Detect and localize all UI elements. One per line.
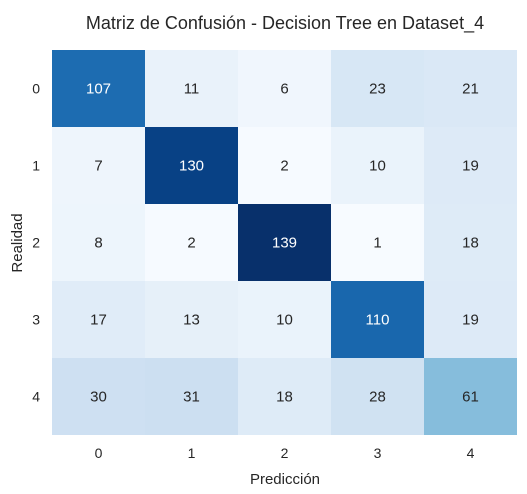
heatmap-cell-label-r4-c1: 31 [183, 389, 200, 406]
heatmap-cell-label-r0-c3: 23 [369, 81, 386, 98]
y-axis-ticks: 0 1 2 3 4 [32, 81, 40, 405]
heatmap-cell-r3-c1 [145, 281, 238, 358]
heatmap-cell-r0-c0 [52, 50, 145, 127]
x-tick-label-4: 4 [467, 445, 475, 461]
heatmap-cell-label-r4-c2: 18 [276, 389, 293, 406]
heatmap-cell-r1-c0 [52, 127, 145, 204]
heatmap-cell-r0-c2 [238, 50, 331, 127]
heatmap-cell-r0-c3 [331, 50, 424, 127]
heatmap-cell-label-r3-c4: 19 [462, 312, 479, 329]
x-tick-label-0: 0 [95, 445, 103, 461]
heatmap-cell-label-r0-c2: 6 [280, 81, 288, 98]
y-tick-label-1: 1 [32, 158, 40, 174]
heatmap-cell-label-r3-c0: 17 [90, 312, 107, 329]
heatmap-cell-r1-c3 [331, 127, 424, 204]
heatmap-cell-label-r2-c4: 18 [462, 235, 479, 252]
heatmap-cell-label-r4-c4: 61 [462, 389, 479, 406]
heatmap-cell-label-r2-c3: 1 [373, 235, 381, 252]
heatmap-cell-r4-c4 [424, 358, 517, 435]
heatmap-cell-r4-c1 [145, 358, 238, 435]
x-tick-label-3: 3 [374, 445, 382, 461]
heatmap-cell-label-r3-c2: 10 [276, 312, 293, 329]
heatmap-cell-r4-c2 [238, 358, 331, 435]
heatmap-cell-labels: 107 11 6 23 21 7 130 2 10 19 8 2 139 1 18 17 13 10 110 19 30… [86, 81, 479, 406]
x-tick-label-1: 1 [188, 445, 196, 461]
heatmap-cell-label-r4-c3: 28 [369, 389, 386, 406]
heatmap-cells [52, 50, 517, 435]
heatmap-cell-r1-c4 [424, 127, 517, 204]
heatmap-cell-r3-c0 [52, 281, 145, 358]
heatmap-cell-r3-c4 [424, 281, 517, 358]
heatmap-cell-r3-c2 [238, 281, 331, 358]
y-tick-label-0: 0 [32, 81, 40, 97]
heatmap-cell-label-r4-c0: 30 [90, 389, 107, 406]
heatmap-cell-r2-c4 [424, 204, 517, 281]
heatmap-cell-r4-c0 [52, 358, 145, 435]
heatmap-cell-label-r0-c0: 107 [86, 81, 111, 98]
chart-title: Matriz de Confusión - Decision Tree en D… [86, 13, 484, 34]
heatmap-cell-label-r1-c2: 2 [280, 158, 288, 175]
heatmap-cell-r0-c1 [145, 50, 238, 127]
heatmap-cell-r2-c2 [238, 204, 331, 281]
heatmap-cell-label-r1-c3: 10 [369, 158, 386, 175]
x-axis-ticks: 0 1 2 3 4 [95, 445, 475, 461]
heatmap-cell-r4-c3 [331, 358, 424, 435]
heatmap-cell-r2-c3 [331, 204, 424, 281]
heatmap-cell-r2-c0 [52, 204, 145, 281]
heatmap-cell-label-r1-c0: 7 [94, 158, 102, 175]
heatmap-cell-r1-c1 [145, 127, 238, 204]
y-tick-label-2: 2 [32, 235, 40, 251]
heatmap-cell-r2-c1 [145, 204, 238, 281]
y-axis-label: Realidad [9, 213, 26, 272]
y-tick-label-3: 3 [32, 312, 40, 328]
heatmap-cell-label-r1-c4: 19 [462, 158, 479, 175]
y-tick-label-4: 4 [32, 389, 40, 405]
heatmap-cell-r3-c3 [331, 281, 424, 358]
heatmap-cell-label-r3-c3: 110 [366, 312, 390, 329]
heatmap-cell-label-r0-c4: 21 [462, 81, 479, 98]
heatmap-cell-label-r0-c1: 11 [184, 81, 200, 98]
heatmap-cell-r1-c2 [238, 127, 331, 204]
x-tick-label-2: 2 [281, 445, 289, 461]
heatmap-cell-label-r3-c1: 13 [183, 312, 200, 329]
heatmap-cell-label-r1-c1: 130 [179, 158, 204, 175]
heatmap-cell-label-r2-c1: 2 [187, 235, 195, 252]
heatmap-cell-label-r2-c2: 139 [272, 235, 297, 252]
heatmap-cell-r0-c4 [424, 50, 517, 127]
x-axis-label: Predicción [250, 471, 320, 488]
heatmap-cell-label-r2-c0: 8 [94, 235, 102, 252]
